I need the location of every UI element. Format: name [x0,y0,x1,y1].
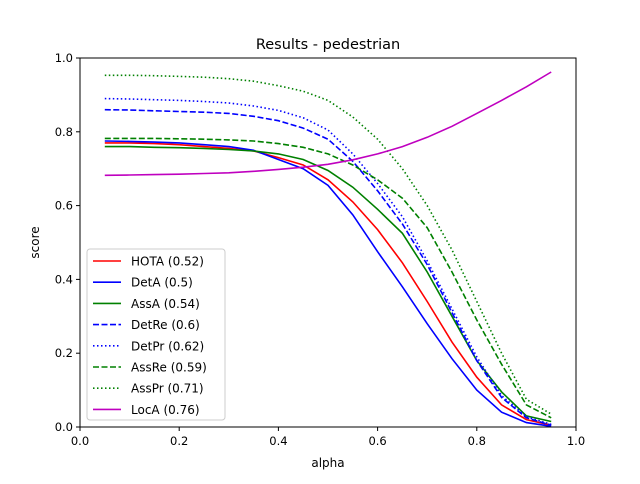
x-tick-label: 0.8 [468,434,486,448]
y-tick-label: 0.6 [55,199,73,213]
y-tick-label: 1.0 [55,51,73,65]
axis-ticks: 0.0 0.2 0.4 0.6 0.8 1.0 0.0 0.2 0.4 0.6 0.8 1.0 [55,51,585,448]
x-tick-label: 0.0 [71,434,89,448]
legend-label: DetA (0.5) [131,276,193,290]
series-line-detre [104,108,552,426]
legend-label: AssPr (0.71) [131,382,204,396]
y-axis-label: score [28,226,42,258]
x-tick-label: 1.0 [567,434,585,448]
y-tick-label: 0.2 [55,346,73,360]
x-tick-label: 0.2 [170,434,188,448]
y-tick-label: 0.8 [55,125,73,139]
series-line-deta [104,140,552,428]
chart-title: Results - pedestrian [256,37,400,53]
plot-area [104,71,552,428]
y-tick-label: 0.4 [55,272,73,286]
legend: HOTA (0.52) DetA (0.5) AssA (0.54) DetRe (0… [86,248,226,421]
x-tick-label: 0.4 [269,434,287,448]
y-tick-label: 0.0 [55,420,73,434]
legend-label: AssA (0.54) [131,297,200,311]
legend-label: HOTA (0.52) [131,255,204,269]
series-line-detpr [104,97,552,426]
series-line-loca [104,71,552,177]
series-line-hota [104,142,552,426]
x-axis-label: alpha [311,456,344,470]
legend-frame [86,248,226,421]
legend-label: DetRe (0.6) [131,318,200,332]
x-tick-label: 0.6 [368,434,386,448]
legend-label: LocA (0.76) [131,403,200,417]
legend-label: DetPr (0.62) [131,339,204,353]
legend-label: AssRe (0.59) [131,361,207,375]
axes-frame [79,57,577,428]
series-line-asspr [104,74,552,415]
series-line-assre [104,137,552,419]
